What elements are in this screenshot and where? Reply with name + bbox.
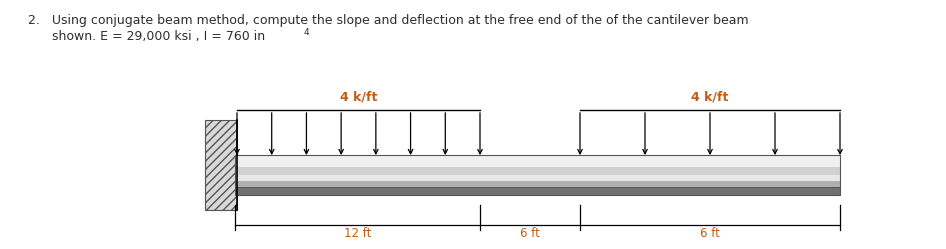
Text: 4 k/ft: 4 k/ft <box>692 91 728 104</box>
Text: shown. E = 29,000 ksi , I = 760 in: shown. E = 29,000 ksi , I = 760 in <box>52 30 265 43</box>
Text: 12 ft: 12 ft <box>343 227 371 240</box>
Text: 4 k/ft: 4 k/ft <box>340 91 377 104</box>
Bar <box>235 155 840 167</box>
Text: 6 ft: 6 ft <box>520 227 540 240</box>
Text: 6 ft: 6 ft <box>700 227 720 240</box>
Bar <box>235 187 840 195</box>
Bar <box>205 120 237 210</box>
Text: 4: 4 <box>304 28 309 37</box>
Bar <box>235 175 840 181</box>
Bar <box>235 155 840 195</box>
Text: 2.   Using conjugate beam method, compute the slope and deflection at the free e: 2. Using conjugate beam method, compute … <box>28 14 748 27</box>
Bar <box>235 181 840 187</box>
Bar <box>235 167 840 175</box>
